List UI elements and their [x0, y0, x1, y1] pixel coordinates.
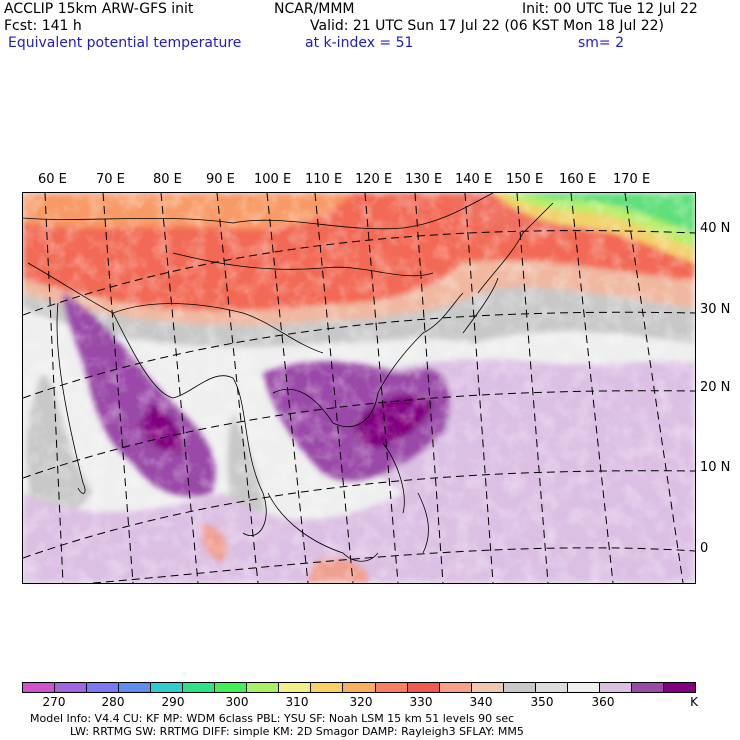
smoothing: sm= 2: [578, 35, 625, 51]
lat-label: 10 N: [700, 460, 731, 475]
colorbar-swatch: [183, 683, 216, 692]
colorbar-tick: 320: [349, 695, 373, 709]
colorbar-swatch: [279, 683, 312, 692]
colorbar-swatch: [439, 683, 472, 692]
colorbar-tick: 350: [530, 695, 554, 709]
lon-label: 120 E: [355, 172, 393, 187]
lon-label: 170 E: [613, 172, 651, 187]
colorbar-swatch: [119, 683, 152, 692]
colorbar-tick: 310: [285, 695, 309, 709]
model-info-line2: LW: RRTMG SW: RRTMG DIFF: simple KM: 2D …: [70, 725, 524, 738]
colorbar-swatch: [471, 683, 504, 692]
colorbar-swatch: [375, 683, 408, 692]
colorbar-swatch: [247, 683, 280, 692]
model-info-line1: Model Info: V4.4 CU: KF MP: WDM 6class P…: [30, 712, 515, 725]
lon-label: 80 E: [153, 172, 182, 187]
colorbar-tick: 360: [591, 695, 615, 709]
colorbar-swatch: [663, 683, 695, 692]
colorbar-tick: 300: [225, 695, 249, 709]
lat-label: 0: [700, 541, 709, 556]
forecast-hour: Fcst: 141 h: [4, 18, 82, 34]
colorbar-swatch: [151, 683, 184, 692]
colorbar: [22, 682, 696, 693]
colorbar-swatch: [87, 683, 120, 692]
lon-label: 130 E: [405, 172, 443, 187]
init-time: Init: 00 UTC Tue 12 Jul 22: [522, 1, 698, 17]
lat-label: 40 N: [700, 221, 731, 236]
lon-label: 140 E: [455, 172, 493, 187]
colorbar-tick: 290: [161, 695, 185, 709]
field-name: Equivalent potential temperature: [8, 35, 242, 51]
lon-label: 60 E: [38, 172, 67, 187]
lat-label: 20 N: [700, 380, 731, 395]
lon-label: 100 E: [254, 172, 292, 187]
lon-label: 90 E: [206, 172, 235, 187]
colorbar-swatch: [23, 683, 56, 692]
colorbar-tick: 330: [409, 695, 433, 709]
colorbar-tick: 340: [469, 695, 493, 709]
colorbar-swatch: [215, 683, 248, 692]
colorbar-tick: 280: [101, 695, 125, 709]
colorbar-unit: K: [690, 695, 698, 709]
model-title: ACCLIP 15km ARW-GFS init: [4, 1, 194, 17]
colorbar-swatch: [535, 683, 568, 692]
colorbar-swatch: [407, 683, 440, 692]
lon-label: 160 E: [559, 172, 597, 187]
level-index: at k-index = 51: [305, 35, 414, 51]
center-name: NCAR/MMM: [274, 1, 355, 17]
valid-time: Valid: 21 UTC Sun 17 Jul 22 (06 KST Mon …: [310, 18, 664, 34]
texture-overlay: [23, 193, 695, 583]
lon-label: 70 E: [96, 172, 125, 187]
colorbar-swatch: [503, 683, 536, 692]
colorbar-swatch: [631, 683, 664, 692]
lon-label: 150 E: [506, 172, 544, 187]
lat-label: 30 N: [700, 302, 731, 317]
colorbar-swatch: [55, 683, 88, 692]
lon-label: 110 E: [305, 172, 343, 187]
graticule: [23, 193, 695, 583]
theta-e-map: [22, 192, 696, 584]
colorbar-tick: 270: [42, 695, 66, 709]
coastlines: [23, 193, 554, 562]
map-graphic: [23, 193, 695, 583]
colorbar-swatch: [599, 683, 632, 692]
colorbar-swatch: [567, 683, 600, 692]
colorbar-swatch: [311, 683, 344, 692]
colorbar-swatch: [343, 683, 376, 692]
